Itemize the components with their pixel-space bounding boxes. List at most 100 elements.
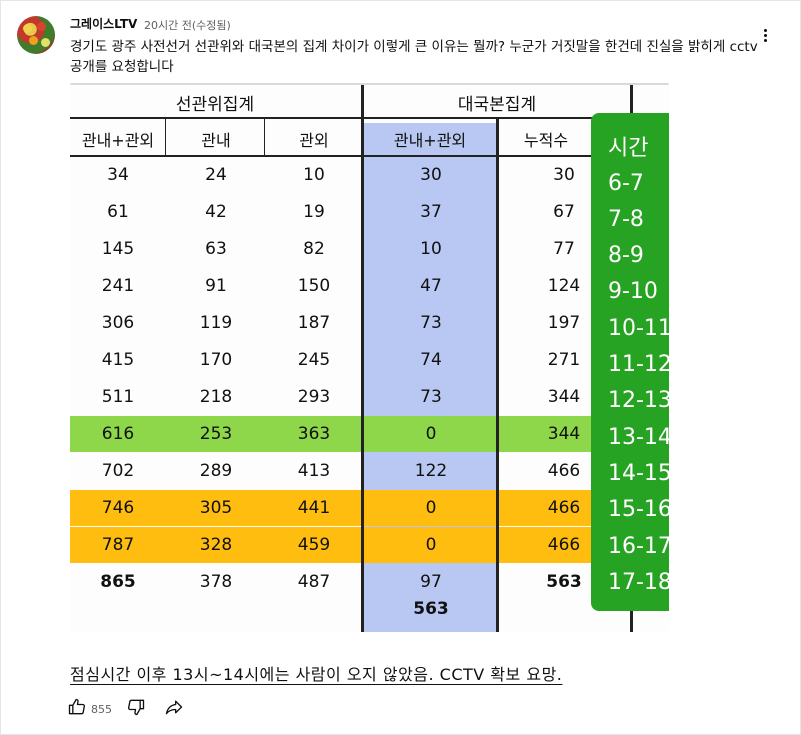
time-slot-label: 10-11 bbox=[608, 315, 669, 341]
time-header: 시간 bbox=[608, 136, 649, 161]
image-top-border bbox=[70, 83, 669, 85]
table-cell: 466 bbox=[547, 461, 581, 481]
table-cell: 363 bbox=[297, 424, 331, 444]
table-cell: 170 bbox=[199, 350, 233, 370]
table-cell: 34 bbox=[107, 165, 129, 185]
time-slot-label: 6-7 bbox=[608, 170, 644, 196]
table-cell: 0 bbox=[425, 424, 437, 444]
share-icon bbox=[164, 697, 184, 721]
time-slot-label: 15-16 bbox=[608, 497, 669, 523]
table-cell: 77 bbox=[553, 239, 575, 259]
grid-line bbox=[70, 155, 669, 157]
comment-actions: 855 bbox=[67, 698, 184, 720]
row-highlight-band bbox=[70, 527, 669, 563]
table-cell: 67 bbox=[553, 202, 575, 222]
grid-line bbox=[264, 119, 265, 157]
grid-line bbox=[165, 119, 166, 157]
time-slot-label: 11-12 bbox=[608, 352, 669, 377]
table-cell: 19 bbox=[303, 202, 325, 222]
table-cell: 119 bbox=[199, 313, 233, 333]
table-cell: 97 bbox=[420, 572, 442, 592]
col-header-nec-out: 관외 bbox=[299, 131, 329, 150]
table-cell: 63 bbox=[205, 239, 227, 259]
table-cell: 563 bbox=[546, 572, 582, 592]
more-vert-icon[interactable] bbox=[753, 23, 777, 47]
table-cell: 0 bbox=[425, 498, 437, 518]
table-cell: 344 bbox=[547, 424, 581, 444]
table-cell: 466 bbox=[547, 498, 581, 518]
table-cell: 10 bbox=[420, 239, 442, 259]
table-cell: 253 bbox=[199, 424, 233, 444]
time-slot-label: 7-8 bbox=[608, 206, 644, 232]
group-header-nec: 선관위집계 bbox=[175, 94, 255, 115]
row-highlight-band bbox=[70, 490, 669, 526]
table-cell: 865 bbox=[100, 572, 136, 592]
table-cell: 415 bbox=[101, 350, 135, 370]
group-header-dgb: 대국본집계 bbox=[457, 94, 537, 115]
share-button[interactable] bbox=[164, 697, 184, 721]
table-cell: 271 bbox=[547, 350, 581, 370]
dislike-button[interactable] bbox=[126, 697, 146, 721]
time-slot-label: 9-10 bbox=[608, 279, 658, 305]
table-cell: 305 bbox=[199, 498, 233, 518]
comment-author[interactable]: 그레이스LTV bbox=[70, 17, 138, 31]
table-cell: 73 bbox=[420, 313, 442, 333]
like-button[interactable] bbox=[67, 697, 87, 721]
table-cell: 218 bbox=[199, 387, 233, 407]
table-cell: 30 bbox=[553, 165, 575, 185]
table-cell: 413 bbox=[297, 461, 331, 481]
col-header-nec-in: 관내 bbox=[201, 131, 231, 150]
table-cell: 378 bbox=[199, 572, 233, 592]
image-caption: 점심시간 이후 13시~14시에는 사람이 오지 않았음. CCTV 확보 요망… bbox=[70, 665, 563, 684]
comment-image[interactable]: 선관위집계 대국본집계 관내+관외 관내 관외 관내+관외 누적수 34 24 10… bbox=[70, 83, 669, 632]
table-cell: 241 bbox=[101, 276, 135, 296]
time-slot-label: 14-15 bbox=[608, 460, 669, 486]
table-cell: 487 bbox=[297, 572, 331, 592]
table-cell: 306 bbox=[101, 313, 135, 333]
grid-line bbox=[361, 85, 364, 632]
table-cell: 459 bbox=[297, 535, 331, 555]
table-cell: 82 bbox=[303, 239, 325, 259]
table-cell: 511 bbox=[101, 387, 135, 407]
table-cell: 616 bbox=[101, 424, 135, 444]
table-cell: 124 bbox=[547, 276, 581, 296]
table-cell: 197 bbox=[547, 313, 581, 333]
table-cell: 746 bbox=[101, 498, 135, 518]
table-cell: 702 bbox=[101, 461, 135, 481]
table-cell: 74 bbox=[420, 350, 442, 370]
comment-text: 경기도 광주 사전선거 선관위와 대국본의 집계 차이가 이렇게 큰 이유는 뭘… bbox=[70, 39, 758, 75]
col-header-dgb-total: 관내+관외 bbox=[393, 131, 467, 150]
col-header-nec-total: 관내+관외 bbox=[81, 131, 155, 150]
grid-line bbox=[496, 119, 499, 632]
table-cell: 122 bbox=[414, 461, 448, 481]
table-cell: 328 bbox=[199, 535, 233, 555]
time-slot-label: 8-9 bbox=[608, 243, 644, 269]
table-cell: 24 bbox=[205, 165, 227, 185]
thumb-up-icon bbox=[67, 697, 87, 721]
comment-timestamp[interactable]: 20시간 전(수정됨) bbox=[144, 19, 231, 32]
table-cell: 293 bbox=[297, 387, 331, 407]
table-cell: 0 bbox=[425, 535, 437, 555]
time-slot-label: 16-17 bbox=[608, 533, 669, 559]
table-cell: 37 bbox=[420, 202, 442, 222]
table-cell: 42 bbox=[205, 202, 227, 222]
time-slot-label: 17-18 bbox=[608, 569, 669, 595]
table-cell: 187 bbox=[297, 313, 331, 333]
table-cell: 344 bbox=[547, 387, 581, 407]
table-cell: 245 bbox=[297, 350, 331, 370]
table-cell: 30 bbox=[420, 165, 442, 185]
table-cell: 47 bbox=[420, 276, 442, 296]
thumb-down-icon bbox=[126, 697, 146, 721]
col-header-dgb-cumulative: 누적수 bbox=[523, 131, 569, 150]
time-slot-label: 12-13 bbox=[608, 388, 669, 414]
table-cell: 150 bbox=[297, 276, 331, 296]
table-cell: 145 bbox=[101, 239, 135, 259]
time-panel bbox=[591, 113, 669, 611]
grid-line bbox=[70, 117, 669, 119]
table-cell: 441 bbox=[297, 498, 331, 518]
time-slot-label: 13-14 bbox=[608, 424, 669, 450]
avatar[interactable] bbox=[17, 16, 55, 54]
table-cell: 10 bbox=[303, 165, 325, 185]
total-value: 563 bbox=[413, 599, 449, 619]
